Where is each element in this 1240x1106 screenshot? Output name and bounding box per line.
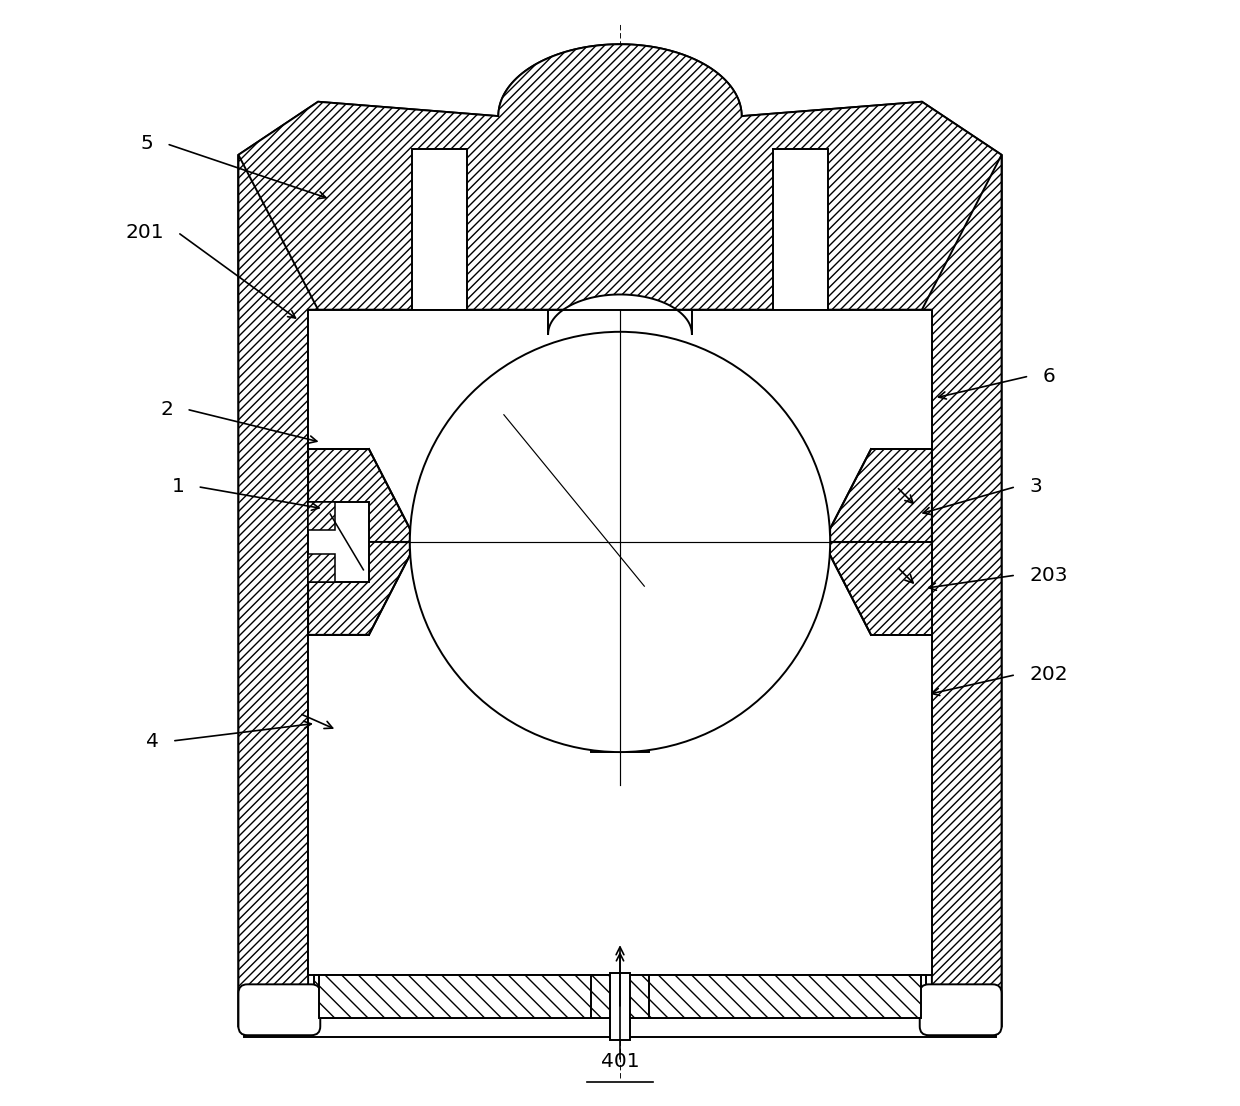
Bar: [773, 149, 828, 310]
Bar: [591, 721, 649, 752]
Polygon shape: [921, 155, 1002, 1026]
Text: 6: 6: [1043, 366, 1055, 386]
Text: 201: 201: [125, 222, 165, 242]
Bar: [308, 502, 336, 530]
Bar: [548, 310, 692, 334]
Text: 2: 2: [160, 399, 174, 419]
Polygon shape: [830, 542, 932, 635]
Text: 202: 202: [1029, 665, 1068, 685]
Bar: [254, 998, 305, 1022]
Polygon shape: [238, 44, 1002, 310]
Polygon shape: [308, 449, 410, 542]
Polygon shape: [548, 294, 692, 334]
FancyBboxPatch shape: [238, 984, 320, 1035]
Polygon shape: [308, 542, 410, 635]
Bar: [412, 149, 467, 310]
Polygon shape: [830, 449, 932, 542]
Text: 4: 4: [146, 731, 159, 751]
Text: 3: 3: [1029, 477, 1042, 497]
Bar: [319, 975, 591, 1018]
Text: 401: 401: [600, 1052, 640, 1072]
Polygon shape: [238, 44, 1002, 1026]
Bar: [308, 554, 336, 582]
Circle shape: [410, 332, 830, 752]
Bar: [610, 973, 630, 1040]
Bar: [649, 975, 921, 1018]
Bar: [308, 310, 932, 975]
Bar: [314, 975, 926, 1018]
Text: 5: 5: [140, 134, 154, 154]
Bar: [308, 502, 370, 582]
Text: 1: 1: [171, 477, 185, 497]
Text: 203: 203: [1029, 565, 1068, 585]
Bar: [935, 998, 986, 1022]
Bar: [244, 1018, 996, 1037]
FancyBboxPatch shape: [920, 984, 1002, 1035]
Polygon shape: [238, 155, 319, 1026]
